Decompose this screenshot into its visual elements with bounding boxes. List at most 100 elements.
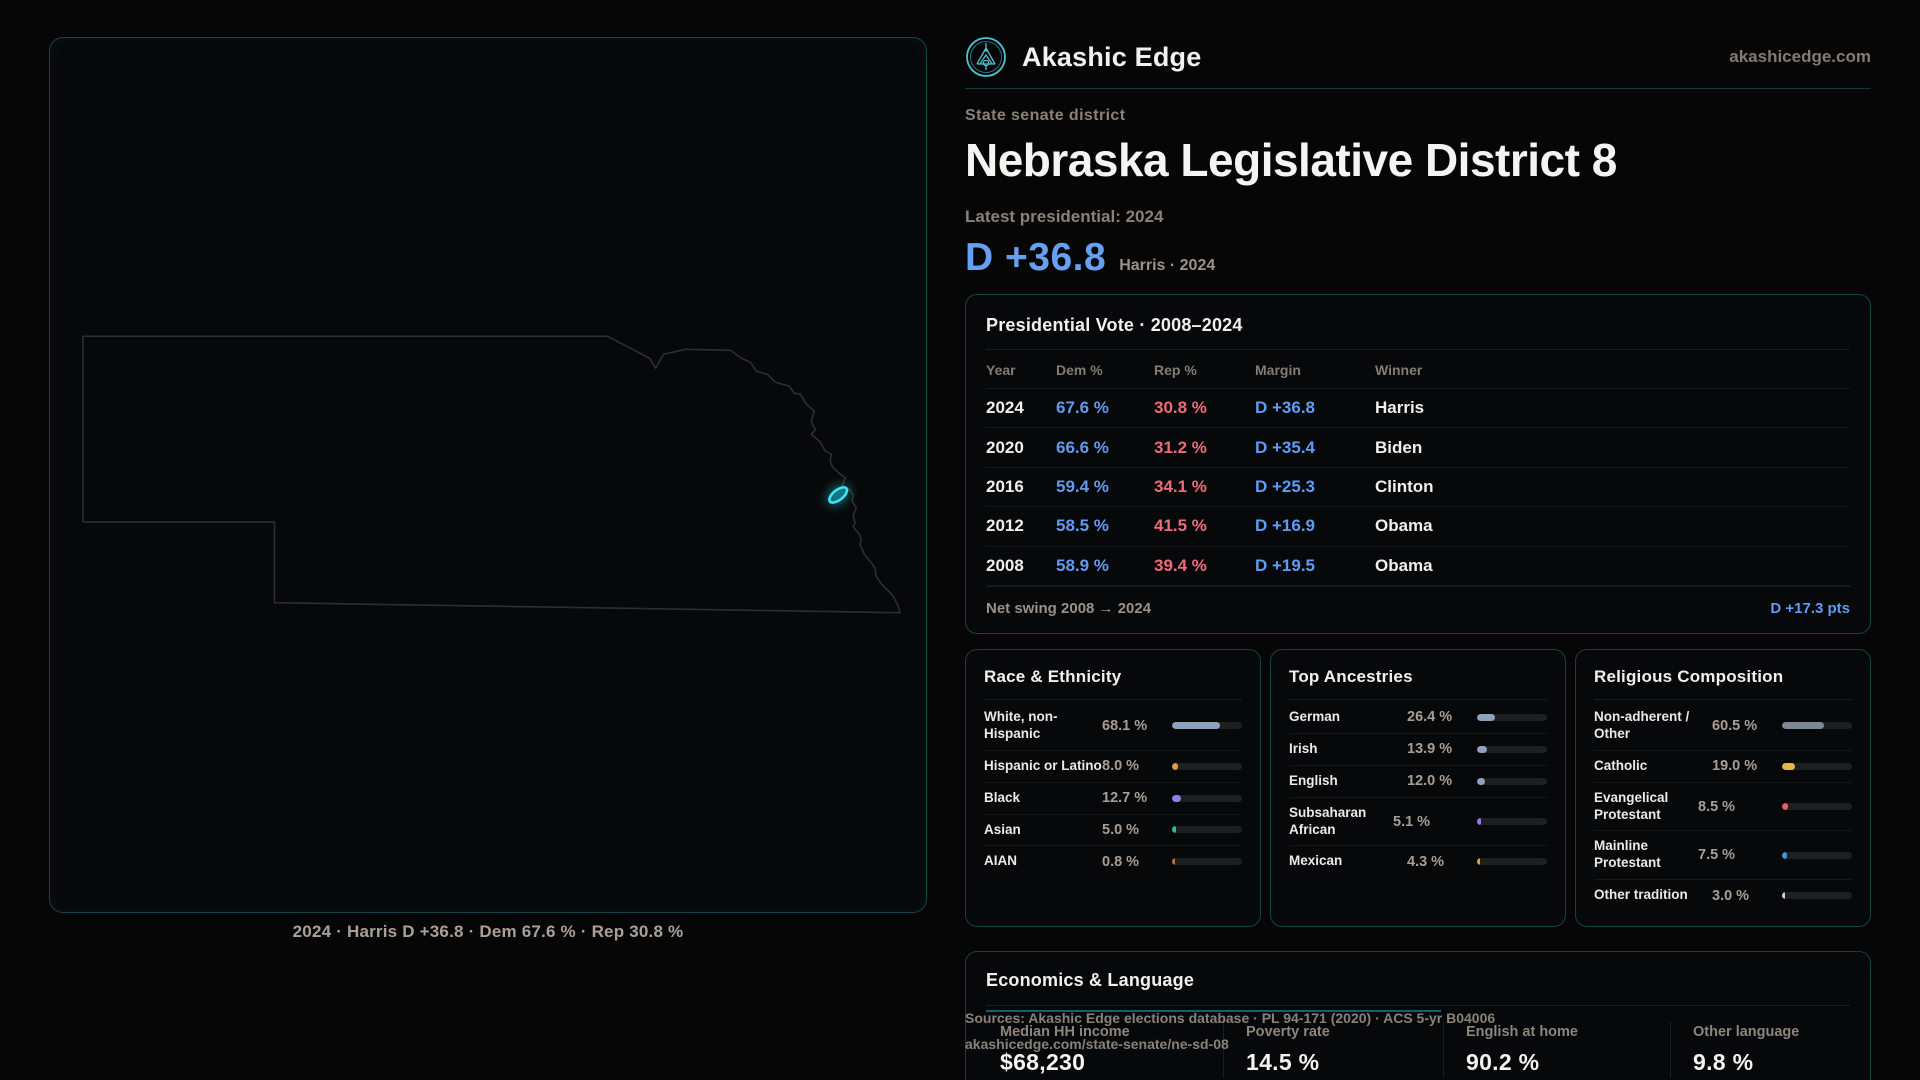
akashic-edge-logo-icon (966, 37, 1006, 77)
demo-value: 8.5 % (1698, 798, 1736, 815)
presidential-vote-panel: Presidential Vote · 2008–2024 Year Dem %… (965, 294, 1871, 634)
demo-label: Non-adherent / Other (1594, 709, 1690, 741)
demo-bar-fill (1782, 892, 1785, 900)
demo-bar (1477, 713, 1547, 721)
demo-bar (1782, 892, 1852, 900)
stat-label: Poverty rate (1246, 1024, 1330, 1040)
demo-bar (1477, 858, 1547, 866)
demo-value: 7.5 % (1698, 847, 1736, 864)
demo-label: English (1289, 772, 1338, 788)
nebraska-outline (82, 335, 901, 614)
list-item: Irish 13.9 % (1289, 734, 1547, 766)
demo-label: Asian (984, 821, 1021, 837)
brand-bar: Akashic Edge akashicedge.com (965, 33, 1871, 81)
col-rep: Rep % (1154, 361, 1197, 378)
demo-value: 13.9 % (1407, 741, 1453, 758)
demo-bar-fill (1172, 858, 1175, 866)
race-ethnicity-title: Race & Ethnicity (984, 667, 1122, 686)
headline-margin-caption: Harris · 2024 (1119, 257, 1216, 274)
divider (986, 349, 1850, 350)
demo-bar-fill (1172, 794, 1181, 802)
list-item: Other tradition 3.0 % (1594, 880, 1852, 911)
headline-margin-row: D +36.8 Harris · 2024 (965, 236, 1215, 280)
year-cell: 2008 (986, 555, 1024, 575)
economics-language-panel: Economics & Language Median HH income $6… (965, 951, 1871, 1080)
year-cell: 2012 (986, 516, 1024, 536)
brand-domain-link[interactable]: akashicedge.com (1729, 47, 1871, 66)
demo-label: Irish (1289, 740, 1318, 756)
religious-composition-panel: Religious Composition Non-adherent / Oth… (1575, 649, 1871, 927)
year-cell: 2024 (986, 398, 1024, 418)
demo-bar (1782, 722, 1852, 730)
stat-english-at-home: English at home 90.2 % (1443, 1022, 1670, 1078)
presidential-vote-title: Presidential Vote · 2008–2024 (986, 315, 1243, 335)
demo-label: Subsaharan African (1289, 804, 1367, 837)
demo-value: 68.1 % (1102, 717, 1148, 734)
divider (984, 699, 1242, 700)
list-item: Hispanic or Latino 8.0 % (984, 751, 1242, 783)
top-ancestries-title: Top Ancestries (1289, 667, 1413, 686)
winner-cell: Biden (1375, 437, 1423, 457)
list-item: Non-adherent / Other 60.5 % (1594, 702, 1852, 751)
list-item: Black 12.7 % (984, 783, 1242, 815)
col-winner: Winner (1375, 361, 1423, 378)
demo-value: 3.0 % (1712, 887, 1750, 904)
demo-bar (1172, 826, 1242, 834)
demo-label: Mainline Protestant (1594, 838, 1661, 871)
dem-cell: 58.5 % (1056, 516, 1109, 536)
demo-bar (1782, 762, 1852, 770)
rep-cell: 31.2 % (1154, 437, 1207, 457)
demo-value: 8.0 % (1102, 758, 1140, 775)
list-item: German 26.4 % (1289, 702, 1547, 734)
margin-cell: D +35.4 (1255, 437, 1316, 457)
district-highlight-marker[interactable] (827, 485, 850, 506)
winner-cell: Obama (1375, 516, 1433, 536)
list-item: AIAN 0.8 % (984, 846, 1242, 877)
stat-label: Median HH income (1000, 1024, 1130, 1040)
demo-bar-fill (1172, 722, 1220, 730)
demo-label: Evangelical Protestant (1594, 789, 1669, 822)
demo-bar-fill (1477, 818, 1481, 825)
list-item: Subsaharan African 5.1 % (1289, 798, 1547, 847)
demo-bar-fill (1477, 777, 1486, 785)
rep-cell: 30.8 % (1154, 398, 1207, 418)
demo-bar (1477, 777, 1547, 785)
district-map-panel (49, 37, 927, 913)
year-cell: 2016 (986, 476, 1024, 496)
net-swing-row: Net swing 2008 → 2024 D +17.3 pts (986, 586, 1850, 617)
stat-label: Other language (1693, 1024, 1800, 1040)
economics-language-title: Economics & Language (986, 970, 1195, 990)
stat-poverty-rate: Poverty rate 14.5 % (1223, 1022, 1443, 1078)
year-cell: 2020 (986, 437, 1024, 457)
net-swing-label: Net swing 2008 → 2024 (986, 600, 1152, 617)
dem-cell: 66.6 % (1056, 437, 1109, 457)
nebraska-map (82, 335, 901, 614)
permalink-url[interactable]: akashicedge.com/state-senate/ne-sd-08 (965, 1036, 1229, 1052)
demo-label: Mexican (1289, 853, 1343, 869)
top-ancestries-panel: Top Ancestries German 26.4 % Irish 13.9 … (1270, 649, 1566, 927)
winner-cell: Obama (1375, 555, 1433, 575)
demo-value: 60.5 % (1712, 717, 1758, 734)
divider (1289, 699, 1547, 700)
divider (986, 1005, 1850, 1006)
demo-bar (1172, 794, 1242, 802)
brand-name: Akashic Edge (1022, 41, 1202, 72)
demo-label: German (1289, 709, 1341, 724)
demo-bar (1172, 722, 1242, 730)
stat-median-income: Median HH income $68,230 (986, 1022, 1223, 1078)
table-row: 2016 59.4 % 34.1 % D +25.3 Clinton (986, 468, 1850, 508)
demo-label: Catholic (1594, 757, 1648, 773)
list-item: English 12.0 % (1289, 766, 1547, 798)
list-item: Catholic 19.0 % (1594, 751, 1852, 783)
demo-value: 19.0 % (1712, 758, 1758, 775)
col-margin: Margin (1255, 361, 1301, 378)
dem-cell: 58.9 % (1056, 555, 1109, 575)
stat-label: English at home (1466, 1024, 1578, 1040)
demo-bar (1782, 803, 1852, 810)
demo-bar (1782, 851, 1852, 859)
demo-bar-fill (1172, 762, 1178, 770)
margin-cell: D +36.8 (1255, 398, 1316, 418)
demo-bar-fill (1477, 713, 1496, 721)
economics-stats-row: Median HH income $68,230 Poverty rate 14… (986, 1022, 1850, 1078)
